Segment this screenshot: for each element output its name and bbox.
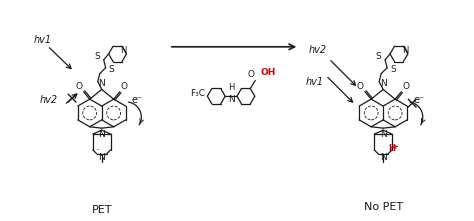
Text: H: H: [388, 144, 395, 153]
Text: OH: OH: [260, 68, 275, 77]
Text: PET: PET: [91, 205, 112, 215]
Text: e⁻: e⁻: [413, 95, 424, 105]
Text: N: N: [98, 130, 105, 139]
Text: +: +: [392, 144, 398, 150]
Text: No PET: No PET: [364, 202, 403, 212]
Text: N: N: [380, 80, 386, 88]
Text: S: S: [390, 65, 396, 74]
Text: F₃C: F₃C: [191, 89, 205, 98]
Text: ··: ··: [95, 146, 100, 155]
Text: S: S: [109, 65, 114, 74]
Text: H: H: [228, 83, 234, 92]
Text: N: N: [402, 46, 408, 55]
Text: hv2: hv2: [40, 95, 58, 105]
Text: N: N: [120, 46, 127, 55]
Text: O: O: [402, 82, 410, 91]
Text: hv2: hv2: [309, 45, 327, 55]
Text: N: N: [228, 95, 235, 104]
Text: N: N: [98, 80, 105, 88]
Text: O: O: [121, 82, 128, 91]
Text: O: O: [75, 82, 82, 91]
Text: N: N: [98, 153, 105, 162]
Text: S: S: [375, 52, 381, 61]
Text: e⁻: e⁻: [132, 95, 143, 105]
Text: N: N: [380, 153, 386, 162]
Text: O: O: [247, 70, 254, 79]
Text: hv1: hv1: [306, 77, 324, 88]
Text: hv1: hv1: [33, 35, 52, 45]
Text: N: N: [380, 130, 386, 139]
Text: S: S: [94, 52, 100, 61]
Text: O: O: [357, 82, 364, 91]
